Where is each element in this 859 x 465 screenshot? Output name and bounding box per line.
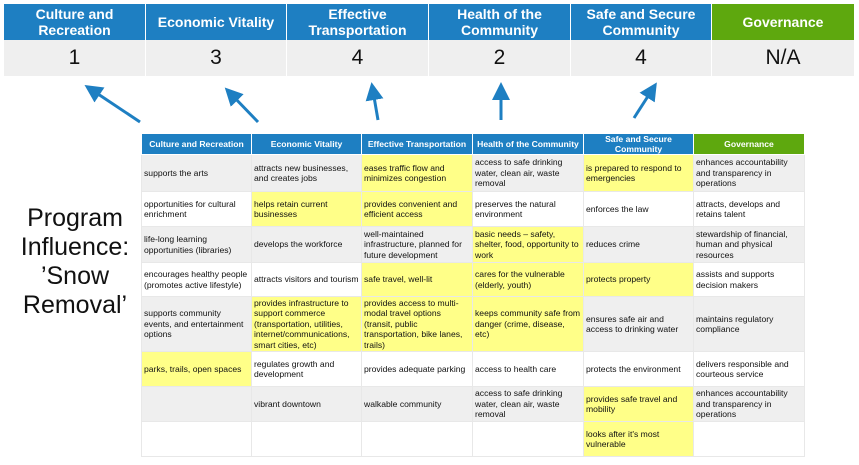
table-row: supports the arts attracts new businesses… [141, 154, 805, 192]
table-cell: ensures safe air and access to drinking … [583, 296, 694, 352]
score-value: 3 [146, 40, 287, 76]
table-row: vibrant downtown walkable community access… [141, 386, 805, 422]
table-cell: protects the environment [583, 351, 694, 387]
table-row: parks, trails, open spaces regulates grow… [141, 351, 805, 387]
arrow-icon [632, 82, 657, 119]
score-summary: Culture and Recreation Economic Vitality E… [4, 4, 855, 76]
table-cell: well-maintained infrastructure, planned … [361, 226, 473, 263]
table-cell: encourages healthy people (promotes acti… [141, 262, 252, 297]
score-value: 1 [4, 40, 146, 76]
table-cell: supports community events, and entertain… [141, 296, 252, 352]
column-header: Health of the Community [472, 133, 584, 155]
table-cell: stewardship of financial, human and phys… [693, 226, 805, 263]
score-value: 2 [429, 40, 571, 76]
table-cell: delivers responsible and courteous servi… [693, 351, 805, 387]
table-row: opportunities for cultural enrichment hel… [141, 191, 805, 227]
table-cell: basic needs – safety, shelter, food, opp… [472, 226, 584, 263]
table-cell: regulates growth and development [251, 351, 362, 387]
arrow-icon [224, 87, 260, 124]
table-cell: assists and supports decision makers [693, 262, 805, 297]
score-value: 4 [571, 40, 712, 76]
table-cell: develops the workforce [251, 226, 362, 263]
column-header: Safe and Secure Community [583, 133, 694, 155]
table-cell: attracts, develops and retains talent [693, 191, 805, 227]
table-cell [141, 421, 252, 457]
table-cell: provides safe travel and mobility [583, 386, 694, 422]
table-cell: walkable community [361, 386, 473, 422]
table-cell: life-long learning opportunities (librar… [141, 226, 252, 263]
table-cell: vibrant downtown [251, 386, 362, 422]
table-cell: safe travel, well-lit [361, 262, 473, 297]
table-cell: enhances accountability and transparency… [693, 154, 805, 192]
score-header: Culture and Recreation [4, 4, 146, 40]
program-label: Program Influence: ’Snow Removal’ [20, 204, 130, 319]
table-cell: access to safe drinking water, clean air… [472, 154, 584, 192]
arrow-icon [84, 85, 141, 124]
table-cell [251, 421, 362, 457]
column-header: Governance [693, 133, 805, 155]
table-cell: access to health care [472, 351, 584, 387]
table-cell: opportunities for cultural enrichment [141, 191, 252, 227]
influence-table: Culture and Recreation Economic Vitality E… [141, 133, 805, 457]
table-cell [693, 421, 805, 457]
table-cell: supports the arts [141, 154, 252, 192]
table-cell: protects property [583, 262, 694, 297]
score-header: Economic Vitality [146, 4, 287, 40]
column-header: Culture and Recreation [141, 133, 252, 155]
table-cell: eases traffic flow and minimizes congest… [361, 154, 473, 192]
column-header: Effective Transportation [361, 133, 473, 155]
score-value: 4 [287, 40, 429, 76]
table-row: looks after it's most vulnerable [141, 421, 805, 457]
table-cell: helps retain current businesses [251, 191, 362, 227]
table-cell: is prepared to respond to emergencies [583, 154, 694, 192]
table-cell: provides access to multi-modal travel op… [361, 296, 473, 352]
table-cell: attracts new businesses, and creates job… [251, 154, 362, 192]
score-header: Effective Transportation [287, 4, 429, 40]
score-header: Health of the Community [429, 4, 571, 40]
table-cell [472, 421, 584, 457]
table-cell: parks, trails, open spaces [141, 351, 252, 387]
table-row: life-long learning opportunities (librar… [141, 226, 805, 263]
table-cell [361, 421, 473, 457]
score-header: Governance [712, 4, 855, 40]
table-cell: attracts visitors and tourism [251, 262, 362, 297]
table-cell: provides convenient and efficient access [361, 191, 473, 227]
table-row: encourages healthy people (promotes acti… [141, 262, 805, 297]
arrow-icon [365, 82, 384, 121]
score-header: Safe and Secure Community [571, 4, 712, 40]
table-cell: reduces crime [583, 226, 694, 263]
table-cell: access to safe drinking water, clean air… [472, 386, 584, 422]
table-cell: maintains regulatory compliance [693, 296, 805, 352]
table-cell: preserves the natural environment [472, 191, 584, 227]
table-cell: provides infrastructure to support comme… [251, 296, 362, 352]
table-cell [141, 386, 252, 422]
table-row: supports community events, and entertain… [141, 296, 805, 352]
table-cell: cares for the vulnerable (elderly, youth… [472, 262, 584, 297]
table-cell: enforces the law [583, 191, 694, 227]
table-cell: provides adequate parking [361, 351, 473, 387]
table-cell: enhances accountability and transparency… [693, 386, 805, 422]
table-cell: looks after it's most vulnerable [583, 421, 694, 457]
column-header: Economic Vitality [251, 133, 362, 155]
table-cell: keeps community safe from danger (crime,… [472, 296, 584, 352]
score-value: N/A [712, 40, 855, 76]
